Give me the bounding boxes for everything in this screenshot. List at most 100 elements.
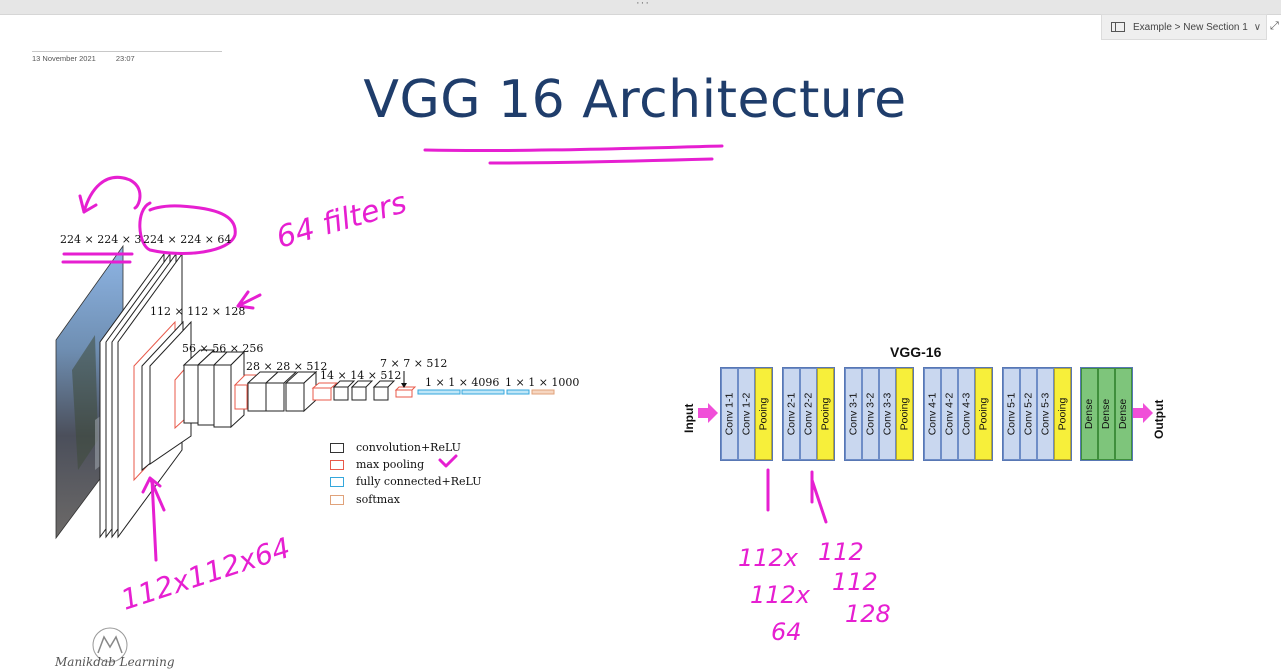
vgg16-block-diagram: VGG-16 Input Conv 1-1 Conv 1-2 Pooing Conv … (680, 343, 1180, 473)
layer-label: Conv 3-1 (847, 392, 860, 436)
legend-item-fc: fully connected+ReLU (330, 475, 481, 488)
label-fc2-dims: 1 × 1 × 1000 (505, 376, 580, 389)
legend-label-pool: max pooling (356, 458, 425, 471)
vgg16-title: VGG-16 (890, 344, 942, 360)
conv-layer: Conv 1-2 (738, 368, 755, 460)
layer-label: Conv 4-1 (926, 392, 939, 436)
conv-layer: Conv 1-1 (721, 368, 738, 460)
page-title: VGG 16 Architecture (363, 70, 907, 130)
label-block6-dims: 7 × 7 × 512 (380, 357, 448, 370)
conv-layer: Conv 5-1 (1003, 368, 1020, 460)
legend-item-conv: convolution+ReLU (330, 441, 461, 454)
input-arrow-icon (698, 403, 718, 423)
pooling-layer: Pooing (975, 368, 992, 460)
layer-label: Conv 5-1 (1005, 392, 1018, 436)
conv-layer: Conv 5-3 (1037, 368, 1054, 460)
annotation-col2-b: 112 (832, 568, 878, 596)
more-handle-icon[interactable]: ··· (636, 0, 650, 9)
legend-label-conv: convolution+ReLU (356, 441, 461, 454)
conv-block-4 (233, 370, 318, 413)
vgg16-block-1 (720, 367, 773, 461)
vgg16-block-5 (1002, 367, 1072, 461)
layer-label: Conv 3-3 (881, 392, 894, 436)
vgg16-block-3 (844, 367, 914, 461)
layer-label: Conv 1-2 (740, 392, 753, 436)
layer-label: Conv 1-1 (723, 392, 736, 436)
annotation-col1-b: 112x (750, 581, 811, 609)
page-pane-icon[interactable] (1111, 22, 1125, 32)
pooling-layer: Pooing (755, 368, 772, 460)
legend-item-pool: max pooling (330, 458, 424, 471)
annotation-col1-a: 112x (738, 544, 799, 572)
legend-label-softmax: softmax (356, 493, 400, 506)
layer-label: Conv 2-1 (785, 392, 798, 436)
label-block2-dims: 112 × 112 × 128 (150, 305, 246, 318)
expand-icon[interactable]: ⤢ (1270, 20, 1279, 32)
breadcrumb[interactable]: Example > New Section 1 ∨ (1101, 14, 1267, 40)
label-input-dims: 224 × 224 × 3 (60, 233, 142, 246)
layer-label: Conv 5-3 (1039, 392, 1052, 436)
vgg16-block-4 (923, 367, 993, 461)
input-label: Input (682, 403, 696, 433)
conv-layer: Conv 5-2 (1020, 368, 1037, 460)
vgg16-block-6 (1080, 367, 1133, 461)
fc-layers (417, 389, 555, 395)
label-fc1-dims: 1 × 1 × 4096 (425, 376, 500, 389)
legend-swatch-fc (330, 476, 344, 487)
layer-label: Conv 4-2 (943, 392, 956, 436)
legend-swatch-conv (330, 442, 344, 453)
logo-emblem-icon (92, 627, 128, 663)
label-block3-dims: 56 × 56 × 256 (182, 342, 264, 355)
layer-label: Dense (1100, 398, 1113, 430)
conv-block-2 (133, 320, 192, 482)
dense-layer: Dense (1115, 368, 1132, 460)
legend-label-fc: fully connected+ReLU (356, 475, 482, 488)
conv-layer: Conv 2-1 (783, 368, 800, 460)
pooling-layer: Pooing (1054, 368, 1071, 460)
conv-layer: Conv 3-1 (845, 368, 862, 460)
layer-label: Pooing (757, 397, 770, 431)
legend-item-softmax: softmax (330, 493, 400, 506)
layer-label: Pooing (1056, 397, 1069, 431)
annotation-col1-c: 64 (771, 618, 802, 646)
logo-text: Manikdab Learning (55, 655, 175, 669)
page-date: 13 November 2021 (32, 54, 96, 63)
conv-block-5 (311, 380, 396, 401)
page-date-time: 13 November 2021 23:07 (32, 51, 222, 63)
pooling-layer: Pooing (817, 368, 834, 460)
conv-layer: Conv 3-2 (862, 368, 879, 460)
window-top-bar: ··· (0, 0, 1281, 15)
output-label: Output (1152, 399, 1166, 439)
layer-label: Conv 4-3 (960, 392, 973, 436)
conv-layer: Conv 2-2 (800, 368, 817, 460)
legend-swatch-pool (330, 459, 344, 470)
page-time: 23:07 (115, 54, 135, 63)
conv-layer: Conv 4-3 (958, 368, 975, 460)
channel-logo: Manikdab Learning (55, 625, 195, 669)
label-block1-dims: 224 × 224 × 64 (143, 233, 232, 246)
layer-label: Conv 3-2 (864, 392, 877, 436)
annotation-col2-c: 128 (845, 600, 891, 628)
dense-layer: Dense (1081, 368, 1098, 460)
annotation-col2-a: 112 (818, 538, 864, 566)
pooling-layer: Pooing (896, 368, 913, 460)
pool-block-6 (395, 389, 413, 398)
chevron-down-icon[interactable]: ∨ (1253, 21, 1262, 33)
label-block5-dims: 14 × 14 × 512 (320, 369, 402, 382)
label-block4-dims: 28 × 28 × 512 (246, 360, 328, 373)
breadcrumb-text[interactable]: Example > New Section 1 (1133, 21, 1248, 33)
layer-label: Dense (1083, 398, 1096, 430)
dense-layer: Dense (1098, 368, 1115, 460)
layer-label: Pooing (977, 397, 990, 431)
handwritten-annotations (61, 144, 828, 562)
layer-label: Dense (1117, 398, 1130, 430)
conv-layer: Conv 3-3 (879, 368, 896, 460)
vgg16-block-2 (782, 367, 835, 461)
layer-label: Conv 2-2 (802, 392, 815, 436)
conv-layer: Conv 4-1 (924, 368, 941, 460)
layer-label: Pooing (898, 397, 911, 431)
layer-label: Conv 5-2 (1022, 392, 1035, 436)
output-arrow-icon (1133, 403, 1153, 423)
annotation-filters: 64 filters (273, 185, 411, 255)
